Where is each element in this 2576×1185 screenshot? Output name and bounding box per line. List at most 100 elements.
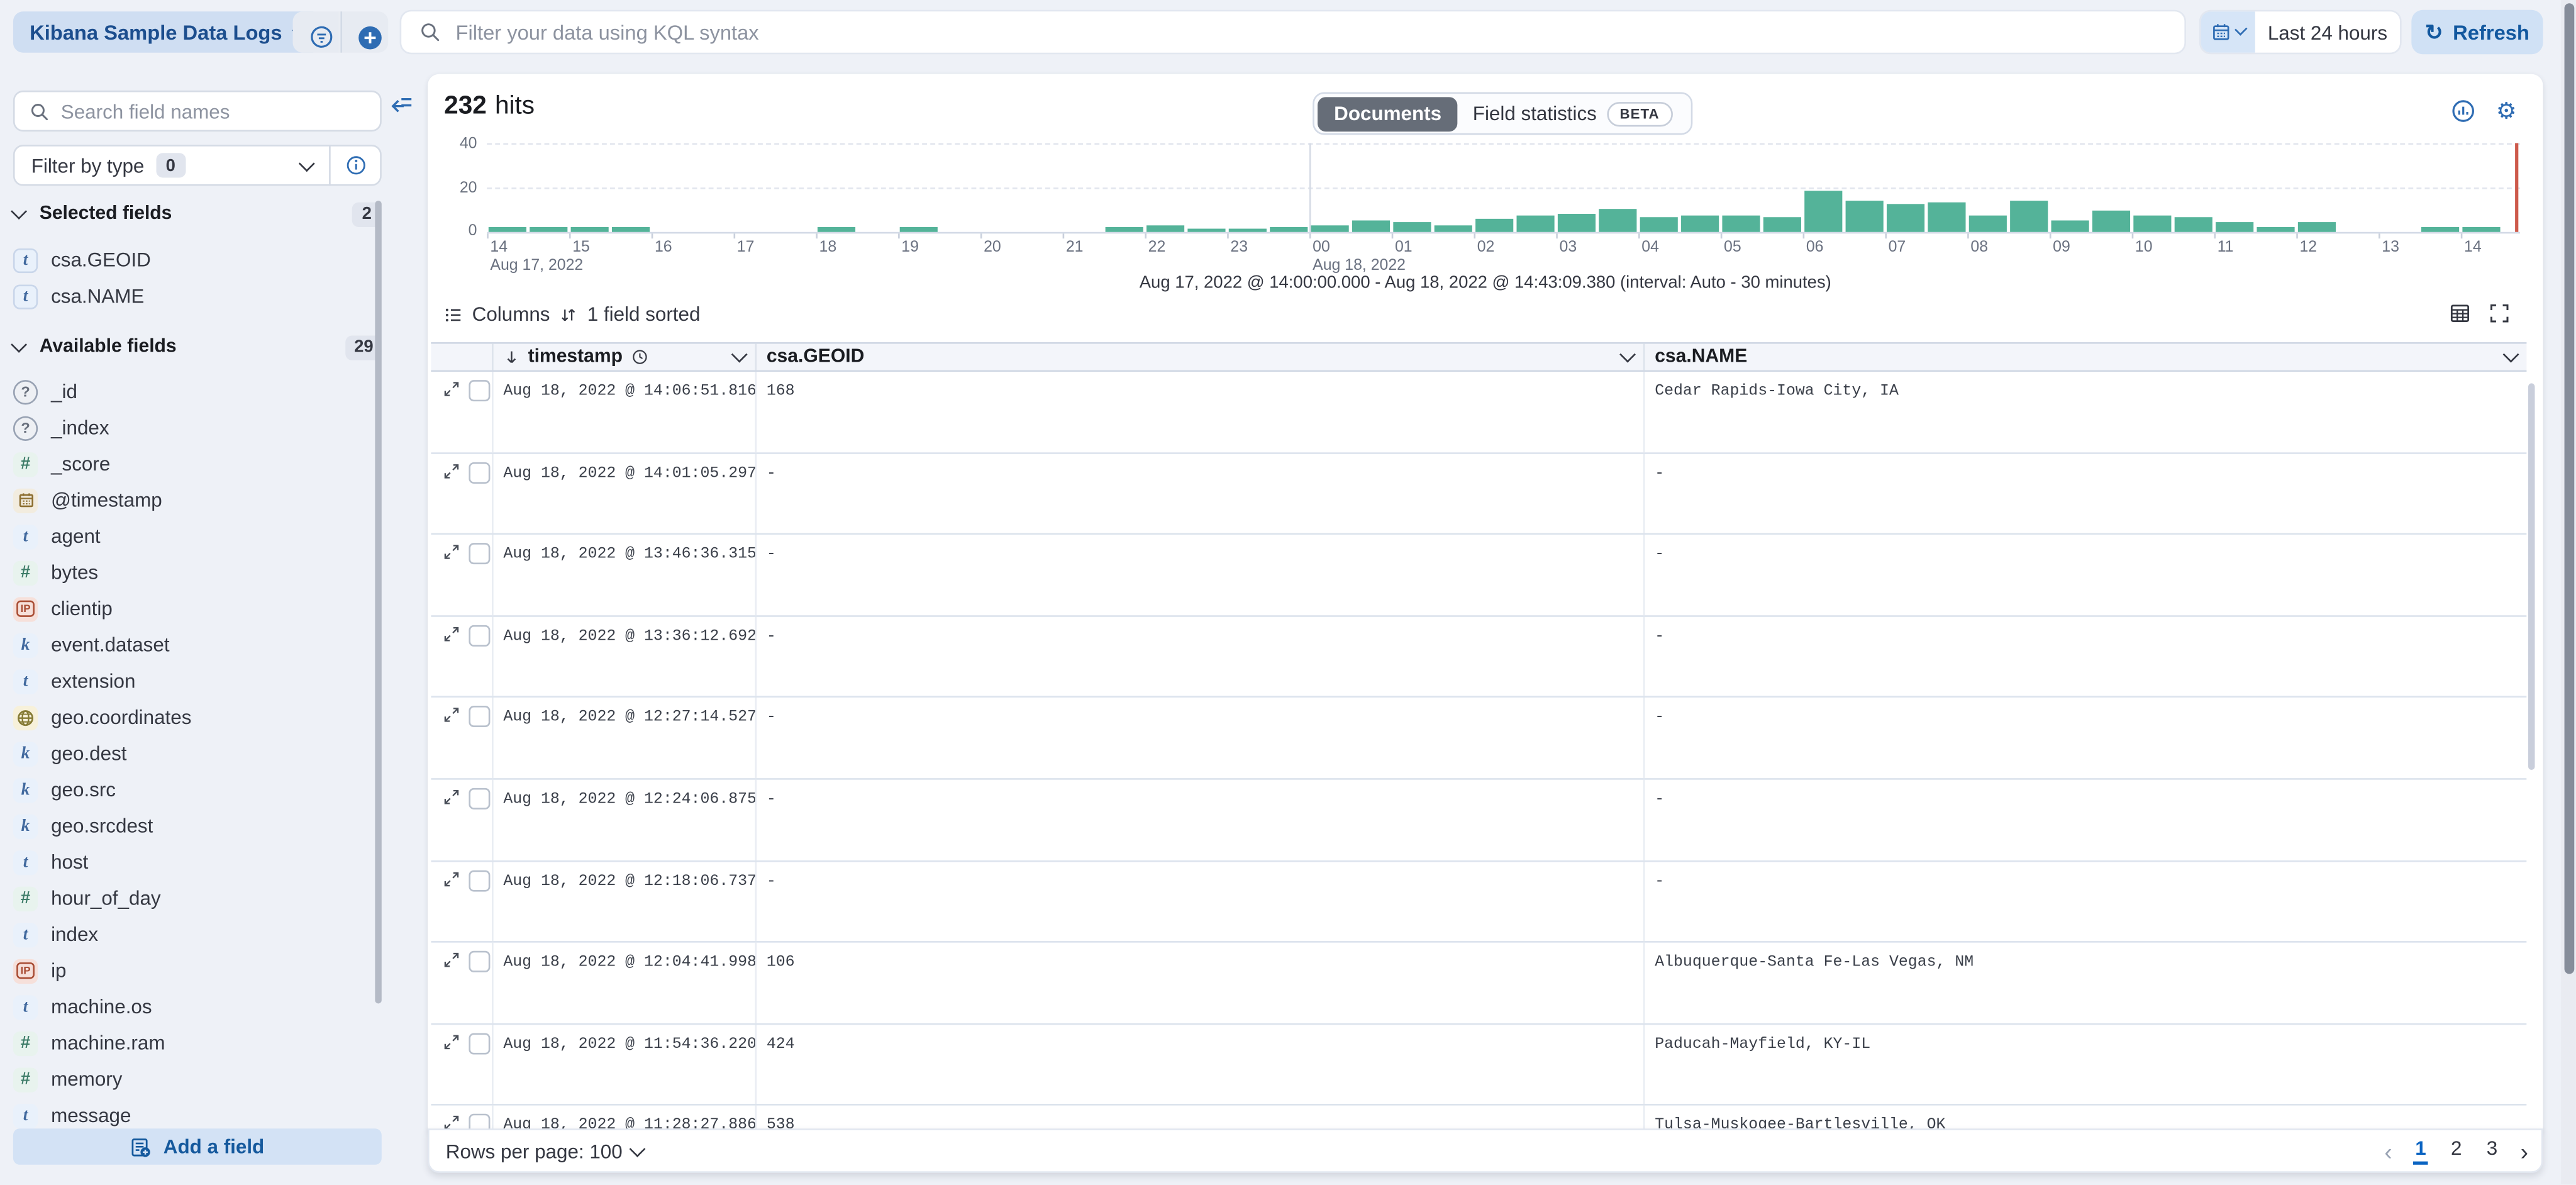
- sidebar-field-item[interactable]: # machine.ram: [13, 1026, 375, 1059]
- display-density-icon[interactable]: [2449, 303, 2470, 324]
- histogram-bar[interactable]: [1722, 215, 1760, 231]
- sidebar-field-item[interactable]: t message: [13, 1099, 375, 1132]
- row-checkbox[interactable]: [469, 787, 491, 809]
- sidebar-field-item[interactable]: IP clientip: [13, 592, 375, 625]
- histogram-bar[interactable]: [2051, 220, 2089, 231]
- histogram-bar[interactable]: [2462, 226, 2501, 231]
- expand-document-icon[interactable]: [443, 625, 461, 643]
- histogram-bar[interactable]: [2257, 226, 2295, 231]
- expand-document-icon[interactable]: [443, 380, 461, 398]
- sort-fields-button[interactable]: 1 field sorted: [559, 303, 700, 326]
- histogram-bar[interactable]: [1886, 204, 1925, 231]
- histogram-bar[interactable]: [2174, 218, 2212, 231]
- add-filter-icon[interactable]: [342, 11, 388, 52]
- sidebar-field-item[interactable]: k geo.dest: [13, 737, 375, 770]
- field-info-icon[interactable]: [331, 155, 380, 176]
- available-fields-section-header[interactable]: Available fields 29: [11, 334, 382, 360]
- sidebar-field-item[interactable]: @timestamp: [13, 484, 375, 516]
- histogram-bar[interactable]: [1105, 226, 1143, 231]
- tab-field-statistics[interactable]: Field statistics BETA: [1458, 101, 1687, 126]
- grid-header-timestamp[interactable]: timestamp: [494, 343, 757, 370]
- time-range-button[interactable]: Last 24 hours: [2255, 11, 2401, 53]
- histogram-bar[interactable]: [1845, 201, 1884, 231]
- previous-page-icon[interactable]: ‹: [2384, 1137, 2392, 1164]
- histogram-bar[interactable]: [1393, 222, 1431, 231]
- histogram-bar[interactable]: [1434, 225, 1472, 231]
- calendar-icon-button[interactable]: [2201, 11, 2255, 53]
- histogram-bar[interactable]: [1763, 218, 1801, 231]
- inspect-icon[interactable]: [2451, 99, 2476, 123]
- sidebar-field-item[interactable]: # hour_of_day: [13, 882, 375, 915]
- histogram-bar[interactable]: [1928, 203, 1966, 231]
- histogram-bar[interactable]: [1599, 209, 1637, 231]
- row-checkbox[interactable]: [469, 543, 491, 565]
- rows-per-page-selector[interactable]: Rows per page: 100: [446, 1130, 647, 1171]
- histogram-bar[interactable]: [1270, 226, 1308, 231]
- sidebar-field-item[interactable]: # memory: [13, 1063, 375, 1096]
- histogram-bar[interactable]: [530, 226, 568, 231]
- saved-query-menu-icon[interactable]: [293, 11, 341, 53]
- scrollbar-thumb[interactable]: [2528, 383, 2535, 771]
- scrollbar-thumb[interactable]: [375, 201, 382, 1004]
- histogram-bar[interactable]: [1475, 219, 1514, 231]
- histogram-chart[interactable]: 14 15 16 17 18 19 20 21 22 23 00 01 02 03 04 05 06 07 08 09…: [487, 143, 2520, 274]
- sidebar-field-item[interactable]: t agent: [13, 520, 375, 552]
- row-checkbox[interactable]: [469, 461, 491, 483]
- histogram-bar[interactable]: [2421, 226, 2460, 231]
- chevron-down-icon[interactable]: [1619, 346, 1636, 363]
- sidebar-field-item[interactable]: t csa.GEOID: [13, 243, 375, 276]
- histogram-bar[interactable]: [2010, 200, 2048, 231]
- sidebar-field-item[interactable]: geo.coordinates: [13, 701, 375, 733]
- sidebar-field-item[interactable]: t machine.os: [13, 991, 375, 1023]
- sidebar-scrollbar[interactable]: [375, 201, 382, 1089]
- sidebar-field-item[interactable]: ? _id: [13, 375, 375, 408]
- sidebar-field-item[interactable]: # bytes: [13, 556, 375, 589]
- chevron-down-icon[interactable]: [731, 346, 748, 363]
- histogram-bar[interactable]: [2297, 222, 2336, 231]
- row-checkbox[interactable]: [469, 380, 491, 402]
- grid-header-csa-name[interactable]: csa.NAME: [1645, 344, 2527, 370]
- histogram-bar[interactable]: [1228, 228, 1267, 231]
- sidebar-field-item[interactable]: t host: [13, 845, 375, 878]
- selected-fields-section-header[interactable]: Selected fields 2: [11, 201, 382, 227]
- data-view-picker-button[interactable]: Kibana Sample Data Logs: [13, 11, 322, 53]
- field-search-input[interactable]: Search field names: [13, 90, 382, 132]
- filter-by-type-select[interactable]: Filter by type 0: [13, 145, 382, 186]
- page-number-2[interactable]: 2: [2450, 1137, 2462, 1160]
- tab-documents[interactable]: Documents: [1318, 96, 1458, 131]
- expand-document-icon[interactable]: [443, 951, 461, 969]
- expand-document-icon[interactable]: [443, 788, 461, 806]
- expand-document-icon[interactable]: [443, 543, 461, 562]
- histogram-bar[interactable]: [570, 226, 609, 231]
- page-number-1[interactable]: 1: [2413, 1137, 2428, 1165]
- histogram-bar[interactable]: [1352, 221, 1391, 231]
- chevron-down-icon[interactable]: [2502, 346, 2519, 363]
- sidebar-field-item[interactable]: k event.dataset: [13, 628, 375, 661]
- row-checkbox[interactable]: [469, 869, 491, 891]
- histogram-bar[interactable]: [2133, 215, 2172, 231]
- scrollbar-thumb[interactable]: [2563, 3, 2573, 974]
- histogram-bar[interactable]: [1311, 225, 1349, 231]
- page-number-3[interactable]: 3: [2486, 1137, 2498, 1160]
- histogram-bar[interactable]: [1516, 215, 1555, 231]
- grid-scrollbar[interactable]: [2528, 380, 2535, 874]
- histogram-bar[interactable]: [1968, 215, 2007, 231]
- sidebar-field-item[interactable]: t extension: [13, 665, 375, 698]
- row-checkbox[interactable]: [469, 951, 491, 973]
- columns-button[interactable]: Columns: [444, 303, 550, 326]
- expand-document-icon[interactable]: [443, 706, 461, 725]
- sidebar-field-item[interactable]: # _score: [13, 447, 375, 480]
- sidebar-field-item[interactable]: IP ip: [13, 954, 375, 987]
- expand-document-icon[interactable]: [443, 1033, 461, 1051]
- page-scrollbar[interactable]: [2561, 0, 2576, 1185]
- gear-icon[interactable]: ⚙: [2496, 97, 2517, 124]
- sidebar-field-item[interactable]: ? _index: [13, 411, 375, 444]
- expand-document-icon[interactable]: [443, 462, 461, 480]
- histogram-bar[interactable]: [1640, 216, 1678, 231]
- fullscreen-icon[interactable]: [2489, 303, 2510, 324]
- sidebar-field-item[interactable]: t index: [13, 918, 375, 950]
- histogram-bar[interactable]: [1187, 228, 1226, 231]
- grid-header-csa-geoid[interactable]: csa.GEOID: [757, 343, 1645, 370]
- refresh-button[interactable]: ↻ Refresh: [2411, 9, 2543, 55]
- sidebar-field-item[interactable]: k geo.srcdest: [13, 809, 375, 842]
